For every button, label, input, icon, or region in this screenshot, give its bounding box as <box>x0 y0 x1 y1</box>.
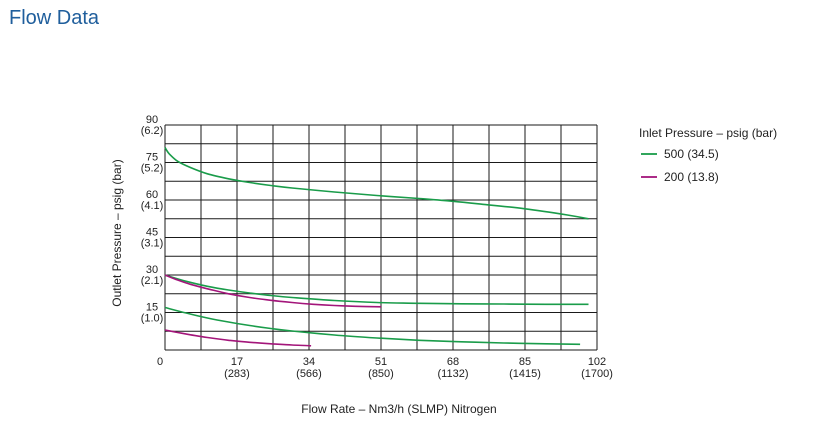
y-tick-label: 45 <box>146 227 158 239</box>
legend-title: Inlet Pressure – psig (bar) <box>639 126 777 140</box>
series-line <box>164 306 581 346</box>
series-line <box>164 147 589 220</box>
x-tick-label: 34 <box>303 356 315 368</box>
y-axis-ticks: 15(1.0) 30(2.1) 45(3.1) 60(4.1) 75(5.2) 90(6.… <box>141 114 164 325</box>
page-title: Flow Data <box>9 7 100 29</box>
chart-curves <box>164 147 589 347</box>
series-line <box>164 274 382 308</box>
y-tick-sublabel: (2.1) <box>141 275 164 287</box>
y-tick-label: 90 <box>146 114 158 126</box>
x-tick-label: 68 <box>447 356 459 368</box>
y-tick-label: 75 <box>146 152 158 164</box>
y-axis-label: Outlet Pressure – psig (bar) <box>110 159 124 306</box>
x-axis-ticks: 0 17(283) 34(566) 51(850) 68(1132) 85(1415) 10… <box>157 356 613 380</box>
x-tick-sublabel: (1415) <box>509 368 541 380</box>
x-tick-sublabel: (283) <box>224 368 250 380</box>
x-tick-sublabel: (850) <box>368 368 394 380</box>
x-tick-label: 0 <box>157 356 163 368</box>
y-tick-sublabel: (1.0) <box>141 313 164 325</box>
x-tick-sublabel: (1132) <box>438 368 469 380</box>
x-tick-sublabel: (566) <box>296 368 322 380</box>
x-tick-label: 85 <box>519 356 531 368</box>
legend-entry-label: 500 (34.5) <box>664 147 719 161</box>
y-tick-sublabel: (3.1) <box>141 238 164 250</box>
series-line <box>164 329 312 347</box>
chart-legend: Inlet Pressure – psig (bar) 500 (34.5) 20… <box>639 126 777 184</box>
x-tick-label: 17 <box>231 356 243 368</box>
y-tick-sublabel: (5.2) <box>141 163 164 175</box>
y-tick-sublabel: (6.2) <box>141 125 164 137</box>
x-tick-label: 102 <box>588 356 606 368</box>
y-tick-label: 60 <box>146 189 158 201</box>
x-tick-label: 51 <box>375 356 387 368</box>
y-tick-label: 15 <box>146 302 158 314</box>
chart-grid <box>164 124 598 351</box>
legend-entry-label: 200 (13.8) <box>664 170 719 184</box>
x-tick-sublabel: (1700) <box>581 368 613 380</box>
y-tick-label: 30 <box>146 264 158 276</box>
series-line <box>164 274 589 306</box>
y-tick-sublabel: (4.1) <box>141 200 164 212</box>
x-axis-label: Flow Rate – Nm3/h (SLMP) Nitrogen <box>301 402 496 416</box>
